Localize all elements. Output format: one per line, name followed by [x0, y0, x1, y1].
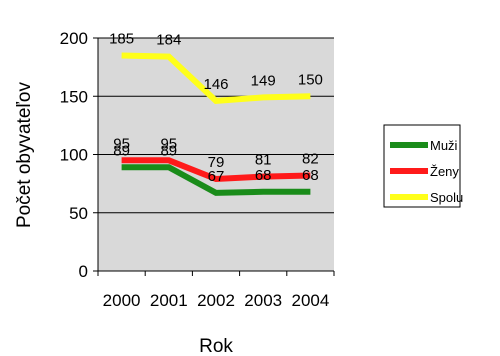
x-tick-label: 2003	[244, 291, 282, 310]
data-label: 68	[255, 167, 272, 184]
x-tick-label: 2002	[197, 291, 235, 310]
legend-box	[383, 124, 461, 208]
legend-entries: Muži Ženy Spolu	[390, 138, 463, 205]
y-tick-label: 200	[60, 29, 88, 48]
y-tick-label: 150	[60, 87, 88, 106]
series-line-Muži	[121, 164, 311, 196]
data-label: 67	[208, 168, 225, 185]
data-label: 82	[302, 150, 319, 167]
data-label: 149	[251, 72, 276, 89]
data-label: 89	[160, 142, 177, 159]
data-label: 95	[113, 135, 130, 152]
data-label: 89	[113, 142, 130, 159]
series-line-Ženy	[121, 157, 311, 183]
legend-label: Ženy	[430, 164, 459, 179]
x-tick-label: 2004	[291, 291, 329, 310]
y-tick-label: 100	[60, 146, 88, 165]
y-axis-title: Počet obyvateľov	[14, 81, 35, 228]
data-label: 146	[203, 76, 228, 93]
series-lines	[121, 52, 311, 196]
legend: Muži Ženy Spolu	[383, 124, 463, 208]
data-label: 184	[156, 32, 181, 49]
legend-label: Spolu	[430, 190, 463, 205]
y-tick-label: 50	[69, 204, 88, 223]
y-tick-label: 0	[79, 262, 88, 281]
x-tick-label: 2001	[150, 291, 188, 310]
data-label: 79	[208, 154, 225, 171]
data-label: 81	[255, 152, 272, 169]
data-labels: 89 89 67 68 68 95 95 79 81 82 185 184 146 149 150	[109, 30, 323, 184]
axes: 0 50 100 150 200 2000 2001 2002 2003 2004	[60, 29, 335, 310]
data-label: 185	[109, 30, 134, 47]
series-line-Spolu	[121, 52, 311, 104]
data-label: 95	[160, 135, 177, 152]
legend-label: Muži	[430, 138, 458, 153]
x-axis-title: Rok	[199, 336, 233, 356]
data-label: 150	[298, 71, 323, 88]
x-tick-label: 2000	[103, 291, 141, 310]
data-label: 68	[302, 167, 319, 184]
